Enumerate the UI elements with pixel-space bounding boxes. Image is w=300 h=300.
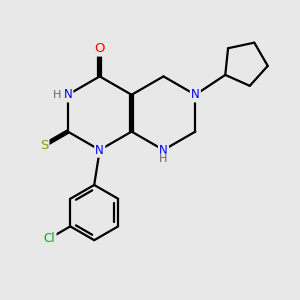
Text: H: H bbox=[53, 90, 62, 100]
Text: H: H bbox=[159, 154, 168, 164]
Text: N: N bbox=[159, 143, 168, 157]
Text: N: N bbox=[191, 88, 200, 101]
Text: O: O bbox=[94, 42, 105, 55]
Text: N: N bbox=[64, 88, 72, 101]
Text: Cl: Cl bbox=[44, 232, 56, 245]
Text: N: N bbox=[95, 143, 104, 157]
Text: S: S bbox=[40, 139, 48, 152]
